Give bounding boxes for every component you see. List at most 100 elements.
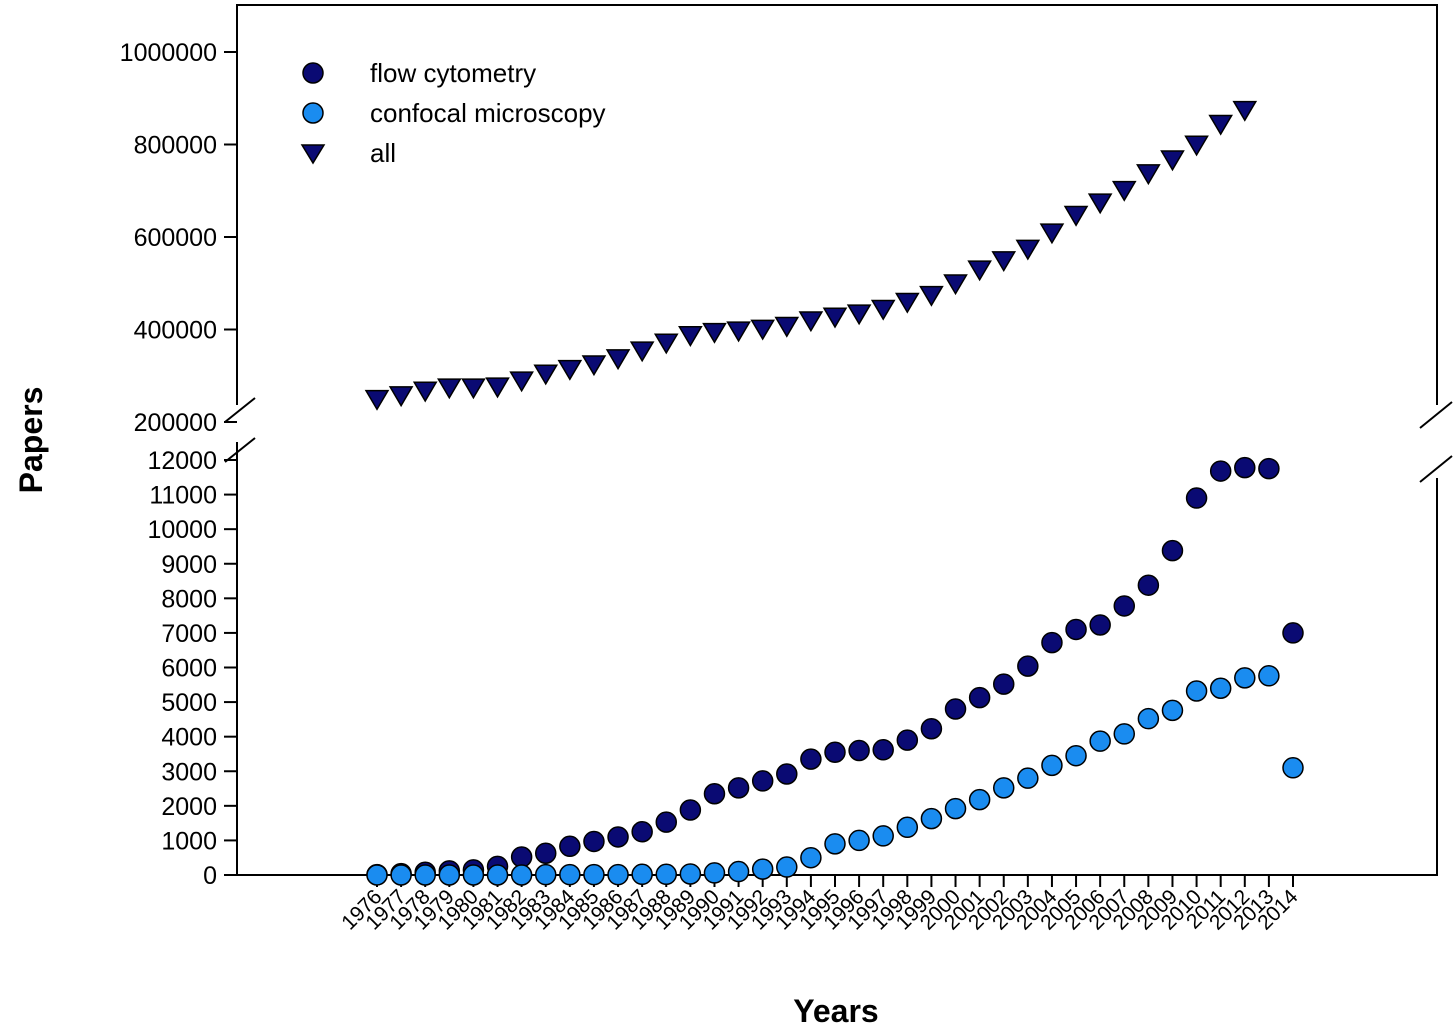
data-point-flow-cytometry [583,830,605,853]
y-tick-label: 1000 [161,827,217,855]
data-point-all [1208,114,1233,136]
data-point-confocal-microscopy [462,864,485,886]
data-point-confocal-microscopy [920,807,943,830]
legend-label-all: all [370,138,396,168]
data-point-confocal-microscopy [583,863,605,886]
data-point-flow-cytometry [896,729,919,751]
data-point-confocal-microscopy [390,864,412,886]
data-point-confocal-microscopy [1113,723,1136,745]
data-point-all [1111,180,1137,202]
legend-marker-all [300,144,326,165]
data-point-all [1232,100,1258,122]
y-tick-label: 3000 [161,758,217,786]
data-point-confocal-microscopy [438,864,461,886]
data-point-all [846,304,872,326]
data-point-flow-cytometry [1041,631,1063,654]
y-tick-label: 11000 [149,482,217,510]
data-point-flow-cytometry [534,842,557,864]
data-point-confocal-microscopy [679,863,702,885]
data-point-confocal-microscopy [414,864,436,886]
x-axis-title: Years [793,993,878,1028]
data-point-all [629,341,655,363]
data-point-confocal-microscopy [776,856,798,878]
data-point-all [437,378,462,400]
data-point-flow-cytometry [679,799,702,821]
data-point-confocal-microscopy [655,863,678,886]
plot-frame-lower [236,442,1438,876]
y-tick-label: 9000 [161,551,217,579]
y-axis-ticks: 0 1000 2000 3000 4000 5000 6000 7000 8000 9000 100… [120,39,237,890]
y-tick-label: 400000 [134,317,217,345]
data-point-all [364,389,390,411]
data-point-flow-cytometry [944,698,967,720]
data-point-flow-cytometry [920,717,943,740]
data-point-all [895,292,920,314]
data-point-all [967,260,992,282]
data-point-confocal-microscopy [1089,730,1111,752]
data-point-confocal-microscopy [703,862,726,884]
data-point-confocal-microscopy [1282,757,1304,779]
data-point-confocal-microscopy [1258,665,1280,687]
data-point-confocal-microscopy [1041,754,1063,777]
y-tick-label: 600000 [134,224,217,252]
data-point-confocal-microscopy [607,863,629,886]
data-point-confocal-microscopy [1161,699,1184,722]
data-point-all [653,333,679,355]
data-point-all [605,349,631,371]
data-point-all [1015,239,1041,261]
data-point-confocal-microscopy [631,863,653,886]
data-point-all [822,307,848,329]
data-point-all [412,381,438,403]
data-point-confocal-microscopy [944,797,967,820]
data-point-confocal-microscopy [824,833,846,855]
data-point-confocal-microscopy [848,829,870,852]
data-point-flow-cytometry [1017,655,1039,677]
data-point-flow-cytometry [968,686,991,709]
data-point-confocal-microscopy [1137,707,1160,730]
y-tick-label: 8000 [161,585,217,613]
data-point-flow-cytometry [631,821,653,843]
data-point-all [991,251,1017,273]
data-point-flow-cytometry [703,782,726,805]
data-point-confocal-microscopy [486,864,509,886]
data-point-flow-cytometry [824,741,846,763]
data-point-flow-cytometry [1185,487,1208,509]
data-point-all [774,316,800,338]
legend: flow cytometry confocal microscopy all [300,58,606,168]
data-point-confocal-microscopy [1017,767,1039,789]
data-point-flow-cytometry [1089,614,1111,636]
data-point-flow-cytometry [1234,456,1256,479]
data-point-all [750,319,775,341]
data-point-confocal-microscopy [800,846,822,869]
data-point-all [943,274,968,296]
data-point-flow-cytometry [1161,539,1184,562]
legend-marker-flow-cytometry [302,62,324,84]
plot-frame-upper [236,4,1438,405]
y-tick-label: 2000 [161,793,217,821]
data-point-all [1063,205,1089,227]
data-point-all [388,386,414,408]
data-point-flow-cytometry [1209,460,1232,482]
data-point-flow-cytometry [1113,595,1136,617]
y-axis-title: Papers [13,387,49,494]
data-points [364,100,1304,886]
data-point-confocal-microscopy [1065,744,1087,767]
y-tick-label: 800000 [134,132,217,160]
y-tick-label: 1000000 [120,39,217,67]
data-point-all [461,378,486,400]
axis-break-mark-left-bottom [224,437,256,463]
data-point-all [1039,223,1065,245]
data-point-all [1087,193,1113,215]
y-tick-label: 7000 [161,620,217,648]
data-point-all [1160,150,1185,172]
data-point-confocal-microscopy [727,860,750,883]
data-point-all [485,377,510,399]
legend-marker-confocal-microscopy [302,102,324,124]
data-point-flow-cytometry [1065,618,1087,641]
axis-break-mark-right-bottom [1419,455,1453,483]
data-point-flow-cytometry [872,739,894,761]
data-point-all [702,322,727,344]
data-point-flow-cytometry [559,835,581,858]
data-point-all [1184,135,1209,157]
